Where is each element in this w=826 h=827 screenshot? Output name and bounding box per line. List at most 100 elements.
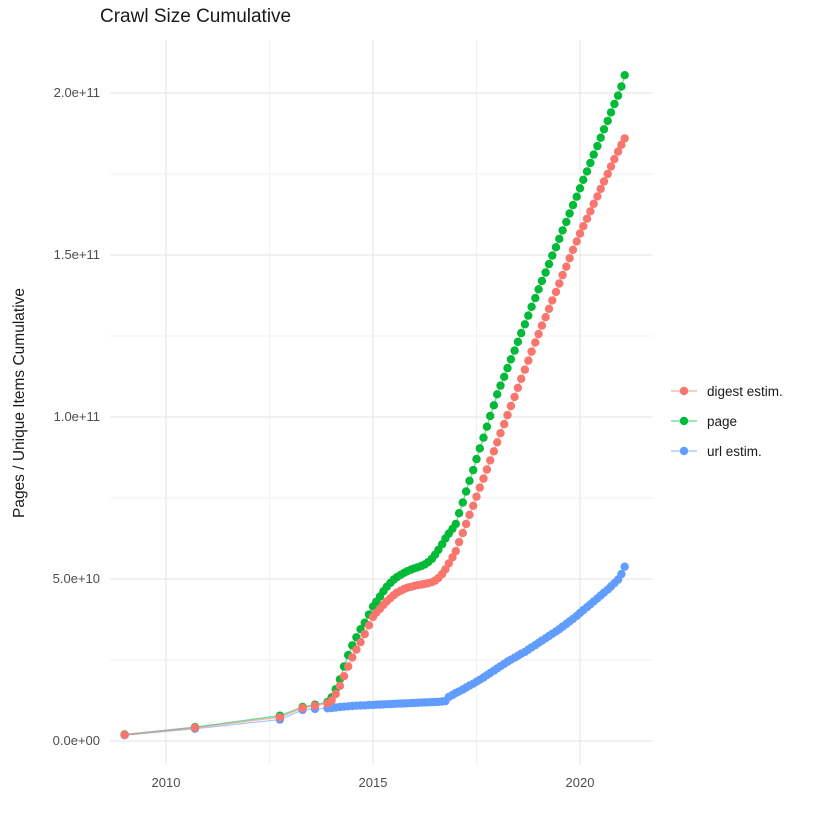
data-point-digest [461, 519, 471, 529]
legend-item-page: page [670, 410, 783, 432]
legend-key-point [679, 446, 689, 456]
legend-key-point [679, 416, 689, 426]
data-point-page [527, 302, 536, 311]
data-point-page [534, 285, 543, 294]
data-point-digest [479, 474, 488, 483]
data-point-page [517, 328, 526, 338]
y-tick-label: 1.5e+11 [53, 247, 100, 262]
data-point-digest [348, 653, 357, 662]
data-point-digest [603, 169, 612, 179]
data-point-digest [472, 492, 481, 501]
data-point-digest [531, 338, 540, 347]
legend-item-label: url estim. [707, 443, 762, 459]
data-point-digest [527, 347, 536, 356]
data-point-digest [568, 245, 578, 254]
data-point-page [575, 184, 585, 193]
page-title: Crawl Size Cumulative [100, 6, 292, 27]
legend-item-digest: digest estim. [670, 380, 783, 402]
data-point-digest [572, 237, 581, 246]
data-point-page [520, 320, 530, 329]
data-point-digest [500, 419, 509, 429]
data-point-digest [606, 162, 616, 171]
data-point-digest [596, 184, 605, 194]
data-point-page [548, 251, 557, 260]
data-point-page [496, 381, 505, 390]
data-point-digest [599, 177, 609, 186]
data-point-digest [586, 207, 595, 216]
data-point-digest [593, 192, 602, 201]
legend-key-icon [671, 386, 697, 396]
series-line-url [124, 566, 626, 736]
data-point-digest [275, 713, 285, 722]
data-point-digest [506, 401, 516, 411]
data-point-page [524, 311, 533, 320]
data-point-digest [575, 229, 585, 238]
data-point-page [586, 158, 595, 168]
data-point-digest [551, 287, 561, 297]
data-point-digest [613, 147, 623, 156]
data-point-page [589, 150, 598, 159]
data-point-url [617, 569, 626, 579]
data-point-digest [190, 723, 200, 732]
data-point-page [603, 116, 612, 126]
data-point-page [465, 476, 474, 485]
data-point-digest [331, 689, 340, 699]
data-point-page [454, 509, 464, 518]
y-tick-label: 0.0e+00 [52, 733, 100, 748]
series-line-digest [124, 138, 626, 736]
data-point-page [562, 217, 571, 227]
data-point-page [506, 355, 516, 364]
data-point-digest [503, 410, 512, 420]
data-point-digest [582, 214, 592, 223]
legend-key-point [679, 386, 689, 396]
data-point-digest [620, 134, 629, 143]
data-point-digest [310, 701, 320, 710]
data-point-digest [469, 501, 478, 510]
legend: digest estim. page url estim. [670, 380, 783, 462]
data-point-page [541, 268, 550, 277]
data-point-digest [541, 313, 550, 322]
data-point-url [620, 562, 629, 571]
data-point-digest [555, 279, 564, 288]
legend-key-icon [671, 416, 697, 426]
data-point-digest [544, 304, 554, 313]
data-point-digest [617, 140, 626, 149]
x-tick-label: 2020 [565, 775, 595, 790]
x-tick-label: 2015 [358, 775, 388, 790]
data-point-page [510, 346, 519, 355]
data-point-digest [565, 254, 574, 263]
data-point-digest [475, 483, 484, 492]
data-point-page [469, 465, 478, 475]
data-point-page [461, 487, 471, 496]
data-point-digest [448, 553, 457, 562]
data-point-page [565, 209, 574, 218]
data-point-digest [344, 662, 353, 671]
data-point-page [472, 454, 481, 464]
x-tick-label: 2010 [151, 775, 181, 790]
data-point-page [558, 226, 567, 235]
data-point-page [596, 133, 605, 142]
data-point-page [572, 192, 581, 201]
data-point-digest [364, 621, 374, 630]
data-point-page [493, 390, 502, 399]
data-point-page [479, 433, 488, 442]
data-point-digest [327, 696, 336, 705]
data-point-digest [451, 546, 460, 556]
data-point-digest [524, 356, 533, 365]
data-point-digest [510, 392, 519, 402]
data-point-page [599, 125, 609, 134]
data-point-page [451, 519, 460, 529]
data-point-page [531, 293, 540, 303]
data-point-digest [534, 329, 543, 339]
data-point-page [537, 276, 547, 286]
data-point-page [579, 175, 588, 184]
data-point-page [482, 422, 492, 431]
data-point-digest [589, 199, 598, 208]
y-axis-title: Pages / Unique Items Cumulative [11, 287, 28, 519]
data-point-digest [335, 681, 345, 691]
data-point-digest [489, 447, 499, 456]
data-point-digest [454, 537, 464, 547]
data-point-page [500, 372, 509, 381]
